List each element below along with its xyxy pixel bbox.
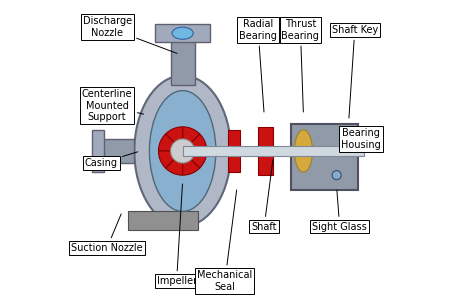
- Wedge shape: [165, 127, 182, 151]
- Text: Thrust
Bearing: Thrust Bearing: [282, 19, 319, 112]
- Wedge shape: [158, 134, 182, 151]
- Text: Sight Glass: Sight Glass: [312, 190, 367, 232]
- Polygon shape: [128, 211, 198, 230]
- Text: Suction Nozzle: Suction Nozzle: [71, 214, 143, 253]
- Wedge shape: [158, 151, 182, 168]
- Polygon shape: [155, 24, 210, 42]
- Circle shape: [171, 139, 195, 163]
- Ellipse shape: [294, 130, 312, 172]
- Polygon shape: [258, 127, 273, 175]
- Text: Shaft Key: Shaft Key: [332, 25, 378, 118]
- Polygon shape: [171, 36, 195, 85]
- Text: Discharge
Nozzle: Discharge Nozzle: [82, 16, 177, 53]
- Polygon shape: [92, 130, 104, 172]
- Ellipse shape: [134, 76, 231, 226]
- Text: Shaft: Shaft: [251, 160, 277, 232]
- Text: Casing: Casing: [84, 152, 138, 168]
- Wedge shape: [182, 134, 207, 151]
- Text: Mechanical
Seal: Mechanical Seal: [197, 190, 253, 292]
- Wedge shape: [182, 151, 207, 168]
- FancyBboxPatch shape: [292, 124, 358, 190]
- Wedge shape: [182, 127, 200, 151]
- Wedge shape: [165, 151, 182, 175]
- Text: Centerline
Mounted
Support: Centerline Mounted Support: [82, 89, 144, 122]
- Text: Impeller: Impeller: [156, 184, 197, 286]
- Polygon shape: [228, 130, 240, 172]
- Circle shape: [332, 171, 341, 180]
- Wedge shape: [182, 151, 200, 175]
- Ellipse shape: [172, 27, 193, 39]
- Polygon shape: [182, 146, 364, 156]
- Text: Radial
Bearing: Radial Bearing: [239, 19, 277, 112]
- Polygon shape: [98, 139, 134, 163]
- Ellipse shape: [149, 91, 216, 211]
- Text: Bearing
Housing: Bearing Housing: [341, 128, 381, 150]
